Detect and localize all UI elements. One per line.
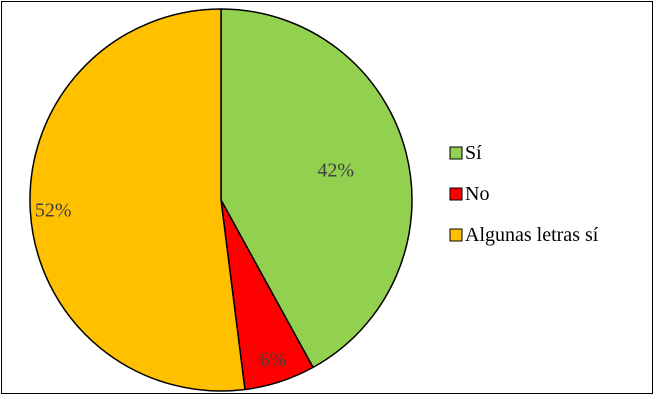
- legend-item: Sí: [449, 142, 482, 164]
- legend: Sí No Algunas letras sí: [449, 142, 599, 246]
- pie-slice-s: [220, 8, 413, 369]
- legend-label: Sí: [465, 142, 482, 164]
- slice-data-label: 52%: [35, 200, 72, 222]
- legend-item: Algunas letras sí: [449, 224, 599, 246]
- legend-swatch: [449, 228, 463, 242]
- legend-swatch: [449, 187, 463, 201]
- legend-label: Algunas letras sí: [465, 224, 599, 246]
- slice-labels: 42% 6% 52%: [35, 160, 354, 371]
- legend-item: No: [449, 183, 489, 205]
- pie-slices: [29, 8, 413, 392]
- chart-frame: 42% 6% 52% Sí No Algunas letras sí: [1, 1, 653, 394]
- slice-data-label: 42%: [317, 160, 354, 182]
- pie-slice-algunas-letras-s: [29, 8, 246, 392]
- legend-swatch: [449, 146, 463, 160]
- legend-label: No: [465, 183, 489, 205]
- slice-data-label: 6%: [260, 349, 287, 371]
